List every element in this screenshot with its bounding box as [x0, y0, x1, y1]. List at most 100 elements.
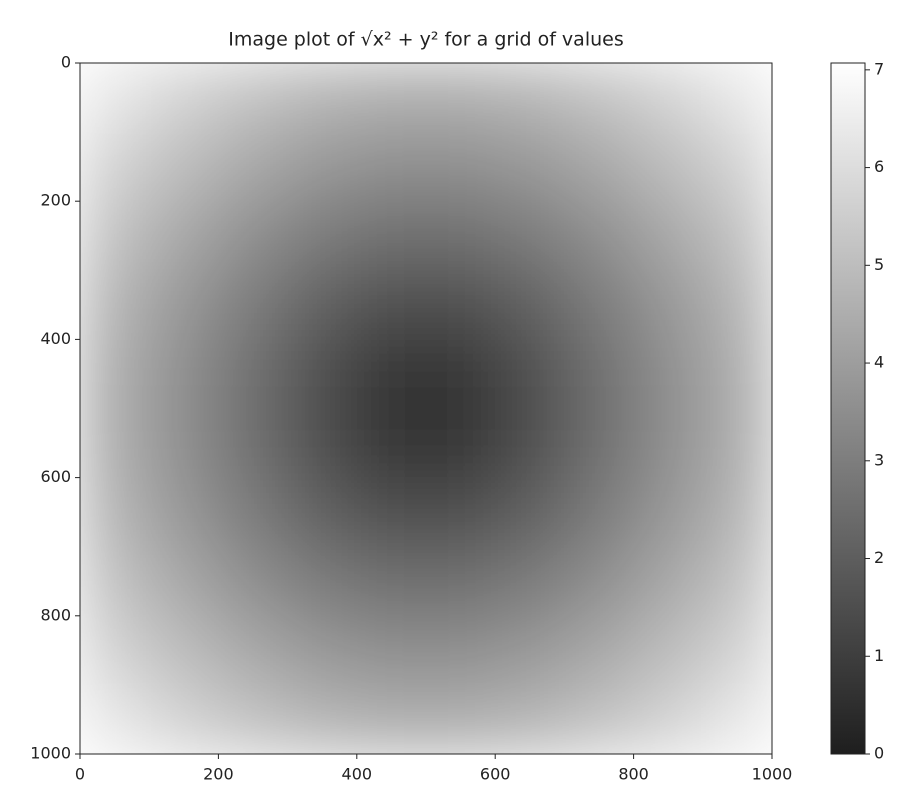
cell	[426, 477, 496, 548]
cell	[80, 684, 150, 754]
cell	[149, 339, 219, 409]
cell	[80, 339, 150, 409]
y-tick-label: 200	[40, 191, 71, 210]
colorbar-tick-label: 4	[874, 353, 884, 372]
cell	[218, 615, 289, 686]
cell	[495, 201, 565, 271]
cell	[702, 408, 772, 479]
cell	[356, 408, 427, 479]
cell	[564, 477, 635, 548]
cell	[80, 270, 150, 340]
cell	[633, 546, 704, 617]
cell	[564, 684, 635, 754]
colorbar-tick-label: 6	[874, 157, 884, 176]
cell	[218, 132, 289, 202]
cell	[495, 63, 565, 133]
colorbar-tick-label: 0	[874, 744, 884, 763]
y-tick-label: 600	[40, 467, 71, 486]
cell	[149, 684, 219, 754]
cell	[287, 477, 358, 548]
cell	[356, 684, 427, 754]
cell	[702, 63, 772, 133]
cell	[564, 339, 635, 409]
cell	[218, 408, 289, 479]
colorbar-tick-label: 5	[874, 255, 884, 274]
cell	[426, 270, 496, 340]
cell	[356, 132, 427, 202]
colorbar-tick-label: 1	[874, 646, 884, 665]
cell	[426, 408, 496, 479]
cell	[149, 408, 219, 479]
cell	[426, 684, 496, 754]
cell	[702, 201, 772, 271]
cell	[564, 546, 635, 617]
cell	[149, 546, 219, 617]
colorbar-tick-label: 7	[874, 59, 884, 78]
y-tick-label: 1000	[30, 744, 71, 763]
cell	[495, 339, 565, 409]
y-tick-label: 0	[61, 53, 71, 72]
plot-frame	[79, 62, 773, 755]
cell	[426, 339, 496, 409]
cell	[702, 615, 772, 686]
x-tick-label: 600	[480, 765, 511, 784]
x-tick-label: 400	[342, 765, 373, 784]
y-tick-label: 800	[40, 605, 71, 624]
cell	[149, 201, 219, 271]
cell	[287, 201, 358, 271]
cell	[702, 270, 772, 340]
cell	[80, 615, 150, 686]
cell	[426, 201, 496, 271]
cell	[356, 546, 427, 617]
cell	[149, 63, 219, 133]
cell	[702, 132, 772, 202]
cell	[80, 201, 150, 271]
cell	[356, 270, 427, 340]
cell	[633, 615, 704, 686]
cell	[287, 408, 358, 479]
cell	[564, 132, 635, 202]
x-tick-label: 1000	[752, 765, 793, 784]
image	[80, 63, 772, 754]
cell	[564, 270, 635, 340]
cell	[495, 615, 565, 686]
cell	[80, 132, 150, 202]
cell	[495, 684, 565, 754]
cell	[495, 132, 565, 202]
cell	[564, 63, 635, 133]
cell	[356, 477, 427, 548]
x-tick-label: 200	[203, 765, 234, 784]
cell	[356, 339, 427, 409]
cell	[633, 684, 704, 754]
cell	[426, 615, 496, 686]
cell	[149, 270, 219, 340]
cell	[633, 132, 704, 202]
cell	[218, 477, 289, 548]
cell	[633, 270, 704, 340]
cell	[356, 201, 427, 271]
x-tick-label: 800	[618, 765, 649, 784]
colorbar	[830, 62, 866, 755]
cell	[633, 201, 704, 271]
chart-title: Image plot of √x² + y² for a grid of val…	[228, 29, 623, 51]
cell	[80, 63, 150, 133]
cell	[356, 615, 427, 686]
cell	[702, 684, 772, 754]
cell	[426, 132, 496, 202]
cell	[218, 63, 289, 133]
cell	[80, 477, 150, 548]
cell	[287, 546, 358, 617]
cell	[218, 339, 289, 409]
cell	[287, 63, 358, 133]
cell	[702, 477, 772, 548]
cell	[702, 339, 772, 409]
cell	[218, 684, 289, 754]
cell	[356, 63, 427, 133]
cell	[287, 684, 358, 754]
y-tick-label: 400	[40, 329, 71, 348]
cell	[633, 477, 704, 548]
cell	[564, 201, 635, 271]
cell	[426, 63, 496, 133]
